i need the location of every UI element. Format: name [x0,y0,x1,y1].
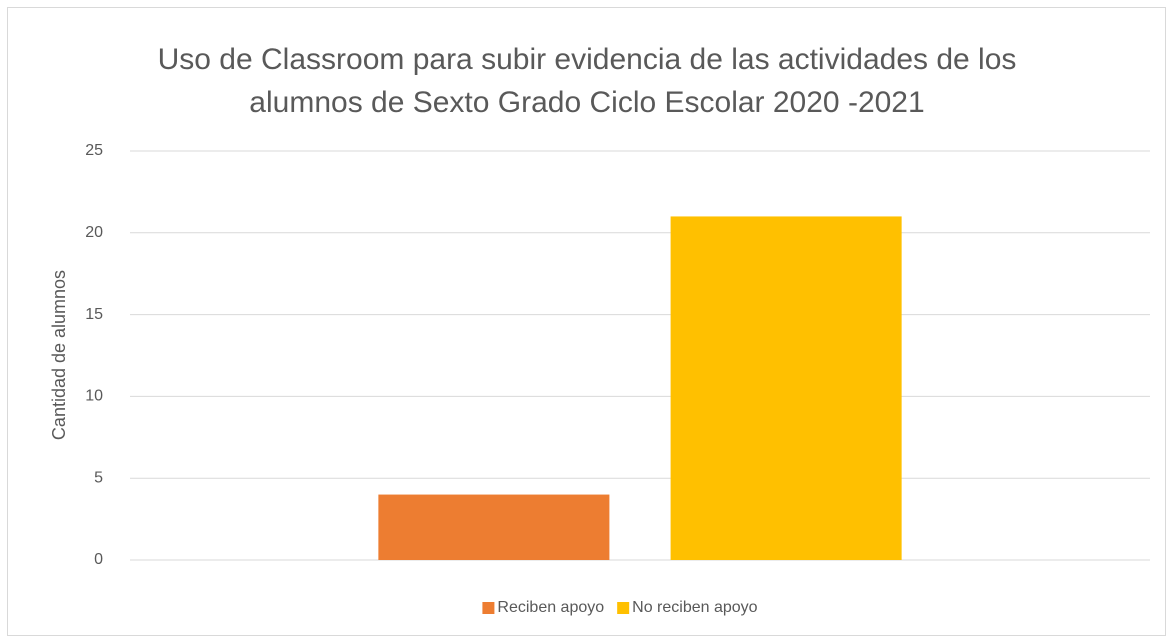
legend-label: Reciben apoyo [497,599,604,616]
y-tick-label: 5 [94,469,103,486]
legend-swatch [617,602,630,614]
chart-title: Uso de Classroom para subir evidencia de… [157,43,1017,119]
bar [670,216,902,560]
bar [378,494,610,560]
y-tick-label: 0 [94,551,103,568]
y-tick-label: 25 [85,142,103,159]
legend-label: No reciben apoyo [632,599,758,616]
y-tick-label: 20 [85,224,103,241]
y-tick-label: 15 [85,306,103,323]
y-tick-label: 10 [85,388,103,405]
y-axis-label: Cantidad de alumnos [49,270,69,440]
legend-swatch [482,602,495,614]
